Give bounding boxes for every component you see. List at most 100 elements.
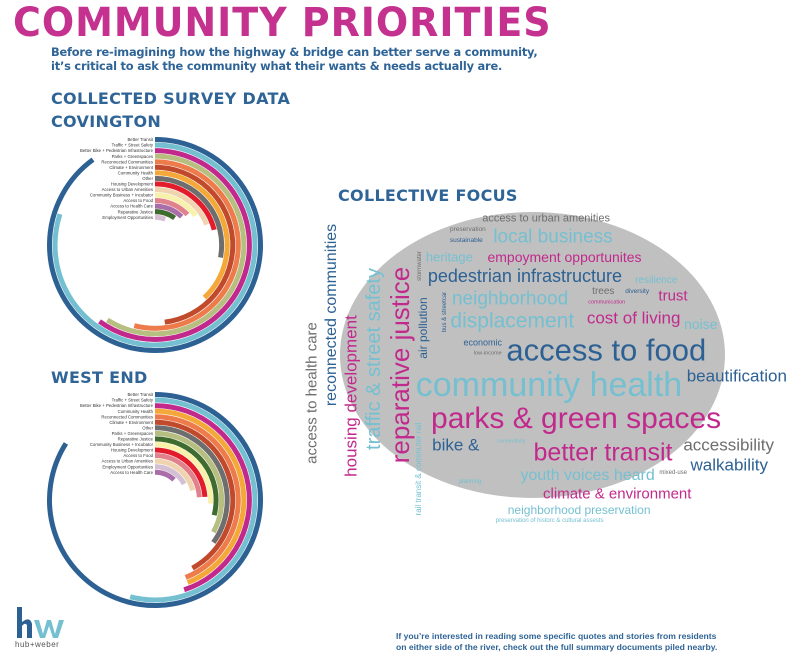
label-reparative-justice: Reparative Justice — [118, 437, 154, 442]
label-reparative-justice: Reparative Justice — [118, 209, 154, 214]
word-preservation: preservation — [450, 226, 486, 234]
bar-other — [154, 175, 225, 258]
word-walkability: walkability — [690, 455, 768, 475]
word-communication: communication — [588, 299, 626, 306]
word-access-to-food: access to food — [506, 332, 707, 368]
bar-employment-opportunities — [154, 214, 167, 222]
word-cloud: local business access to urban amenities e… — [303, 212, 787, 524]
label-other: Other — [142, 176, 153, 181]
bar-housing-development — [154, 447, 208, 498]
word-climate-environment: climate & environment — [543, 485, 692, 502]
covington-title: COVINGTON — [51, 112, 162, 131]
bar-traffic-street-safety — [52, 142, 258, 348]
word-youth-voices-heard: youth voices heard — [520, 466, 655, 484]
label-parks-greenspaces: Parks + Greenspaces — [112, 431, 153, 436]
word-bus-streetcar: bus & streetcar — [442, 292, 449, 333]
label-access-to-health-care: Access to Health Care — [110, 204, 153, 209]
word-trust: trust — [658, 287, 688, 305]
word-reparative-justice: reparative justice — [384, 267, 415, 464]
word-local-business: local business — [493, 226, 613, 248]
bar-climate-environment — [154, 419, 236, 571]
bar-employment-opportunities — [154, 464, 187, 486]
bar-access-to-urban-amenities — [154, 458, 196, 492]
bar-climate-environment — [154, 164, 236, 325]
label-traffic-street-safety: Traffic + Street Safety — [112, 398, 154, 403]
bar-community-health — [154, 408, 247, 585]
word-parks-green-spaces: parks & green spaces — [431, 402, 722, 436]
footer-line-1: If you’re interested in reading some spe… — [396, 631, 717, 641]
word-reconnected-communities: reconnected communities — [322, 223, 340, 406]
bar-community-business-incubator — [154, 441, 213, 504]
bar-parks-greenspaces — [154, 430, 225, 534]
bar-reparative-justice — [154, 436, 219, 516]
label-community-health: Community Health — [118, 170, 154, 175]
page-title: COMMUNITY PRIORITIES — [13, 0, 552, 46]
word-housing-development: housing development — [341, 315, 361, 477]
label-climate-environment: Climate + Environment — [109, 165, 153, 170]
word-heritage: heritage — [425, 249, 473, 265]
word-low-income: low-income — [473, 350, 502, 357]
bar-community-health — [154, 170, 230, 300]
word-empoyment-opportunites: empoyment opportunites — [487, 249, 642, 266]
bar-better-bike-pedestrian-infrastructure — [154, 403, 252, 593]
word-planning: planning — [458, 479, 482, 485]
intro-text: Before re-imagining how the highway & br… — [51, 45, 538, 73]
bar-better-transit — [47, 137, 263, 353]
west-end-title: WEST END — [51, 368, 148, 387]
bar-housing-development — [154, 181, 217, 231]
word-stormwater: stormwater — [417, 251, 424, 281]
bar-better-bike-pedestrian-infrastructure — [98, 148, 252, 342]
word-beautification: beautification — [686, 366, 787, 386]
footer-note: If you’re interested in reading some spe… — [396, 631, 717, 653]
word-resilience: resilience — [635, 275, 678, 287]
label-parks-greenspaces: Parks + Greenspaces — [112, 154, 153, 159]
word-preservation-of-historc-cultural-assests: preservation of historc & cultural asses… — [495, 518, 604, 525]
logo-text: hub+weber — [15, 640, 60, 649]
bar-access-to-urban-amenities — [154, 186, 209, 226]
label-access-to-urban-amenities: Access to Urban Amenities — [102, 459, 153, 464]
bar-reconnected-communities — [133, 159, 241, 331]
label-better-transit: Better Transit — [127, 392, 153, 397]
word-bike: bike & — [432, 435, 480, 455]
label-community-business-incubator: Community Business + Incubator — [90, 193, 154, 198]
word-rail-transit-commuter-rail: rail transit & commuter rail — [414, 422, 424, 516]
label-better-bike-pedestrian-infrastructure: Better Bike + Pedestrian Infrastructure — [80, 148, 154, 153]
word-access-to-health-care: access to health care — [303, 322, 321, 464]
label-access-to-health-care: Access to Health Care — [110, 470, 153, 475]
word-connectivity: connectivity — [496, 438, 526, 445]
word-cost-of-living: cost of living — [586, 308, 681, 328]
bar-parks-greenspaces — [106, 153, 247, 337]
word-accessibility: accessibility — [683, 435, 775, 455]
word-economic: economic — [463, 337, 502, 348]
label-community-health: Community Health — [118, 409, 154, 414]
word-traffic-street-safety: traffic & street safety — [362, 267, 385, 450]
label-employment-opportunities: Employment Opportunities — [102, 215, 153, 220]
label-community-business-incubator: Community Business + Incubator — [90, 442, 154, 447]
word-trees: trees — [592, 286, 615, 298]
word-community-health: community health — [415, 366, 683, 404]
bar-better-transit — [46, 392, 263, 608]
label-access-to-food: Access to Food — [123, 453, 153, 458]
intro-line-2: it’s critical to ask the community what … — [51, 59, 503, 73]
word-pedestrian-infrastructure: pedestrian infrastructure — [427, 265, 622, 286]
label-other: Other — [142, 425, 153, 430]
collective-focus-title: COLLECTIVE FOCUS — [338, 186, 518, 205]
footer-line-2: on either side of the river, check out t… — [396, 642, 718, 652]
bar-access-to-health-care — [154, 469, 176, 482]
word-neighborhood-preservation: neighborhood preservation — [507, 502, 651, 517]
label-housing-development: Housing Development — [111, 448, 154, 453]
bar-reconnected-communities — [154, 414, 241, 580]
label-climate-environment: Climate + Environment — [109, 420, 153, 425]
bar-community-business-incubator — [154, 192, 198, 218]
bar-access-to-food — [154, 453, 202, 498]
word-sustainable: sustainable — [449, 236, 483, 244]
label-reconnected-communities: Reconnected Communities — [101, 159, 153, 164]
word-mixed-use: mixed-use — [659, 470, 688, 477]
label-housing-development: Housing Development — [111, 182, 154, 187]
word-better-transit: better transit — [533, 438, 673, 467]
label-access-to-urban-amenities: Access to Urban Amenities — [102, 187, 153, 192]
label-traffic-street-safety: Traffic + Street Safety — [112, 143, 154, 148]
label-better-transit: Better Transit — [127, 137, 153, 142]
